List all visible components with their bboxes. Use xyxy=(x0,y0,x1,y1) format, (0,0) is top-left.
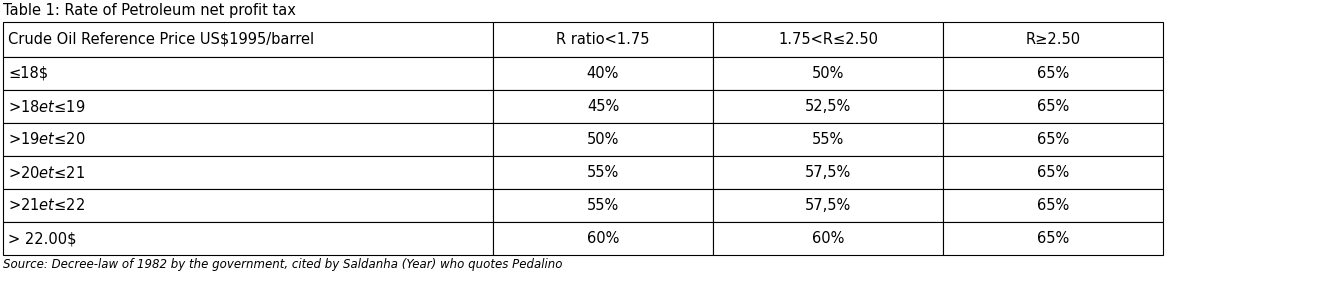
Bar xyxy=(493,123,713,156)
Text: Crude Oil Reference Price US$1995/barrel: Crude Oil Reference Price US$1995/barrel xyxy=(8,32,314,47)
Bar xyxy=(713,22,942,57)
Bar xyxy=(493,189,713,222)
Text: R ratio<1.75: R ratio<1.75 xyxy=(556,32,650,47)
Bar xyxy=(493,90,713,123)
Bar xyxy=(3,222,493,255)
Text: 60%: 60% xyxy=(587,231,619,246)
Bar xyxy=(493,22,713,57)
Text: 1.75<R≤2.50: 1.75<R≤2.50 xyxy=(778,32,878,47)
Text: > 22.00$: > 22.00$ xyxy=(8,231,76,246)
Text: 57,5%: 57,5% xyxy=(805,165,851,180)
Text: 52,5%: 52,5% xyxy=(805,99,851,114)
Bar xyxy=(713,57,942,90)
Text: R≥2.50: R≥2.50 xyxy=(1025,32,1081,47)
Text: 65%: 65% xyxy=(1037,66,1069,81)
Bar xyxy=(713,123,942,156)
Text: 57,5%: 57,5% xyxy=(805,198,851,213)
Text: 65%: 65% xyxy=(1037,165,1069,180)
Text: >18$ et ≤ 19$: >18$ et ≤ 19$ xyxy=(8,99,86,114)
Bar xyxy=(942,123,1162,156)
Bar xyxy=(713,189,942,222)
Bar xyxy=(942,90,1162,123)
Bar xyxy=(942,22,1162,57)
Text: 65%: 65% xyxy=(1037,132,1069,147)
Bar xyxy=(713,156,942,189)
Text: 45%: 45% xyxy=(587,99,619,114)
Text: >20$ et ≤ 21$: >20$ et ≤ 21$ xyxy=(8,164,86,181)
Bar xyxy=(493,57,713,90)
Bar xyxy=(942,57,1162,90)
Bar xyxy=(713,222,942,255)
Text: ≤18$: ≤18$ xyxy=(8,66,49,81)
Text: Source: Decree-law of 1982 by the government, cited by Saldanha (Year) who quote: Source: Decree-law of 1982 by the govern… xyxy=(3,258,563,271)
Text: 50%: 50% xyxy=(587,132,619,147)
Bar xyxy=(713,90,942,123)
Bar xyxy=(3,123,493,156)
Text: Table 1: Rate of Petroleum net profit tax: Table 1: Rate of Petroleum net profit ta… xyxy=(3,3,295,18)
Bar xyxy=(942,156,1162,189)
Text: 50%: 50% xyxy=(812,66,845,81)
Bar xyxy=(3,156,493,189)
Bar xyxy=(942,189,1162,222)
Text: 65%: 65% xyxy=(1037,198,1069,213)
Bar xyxy=(3,22,493,57)
Text: 65%: 65% xyxy=(1037,99,1069,114)
Bar xyxy=(493,156,713,189)
Text: >21$ et ≤ 22$: >21$ et ≤ 22$ xyxy=(8,197,86,214)
Text: 60%: 60% xyxy=(812,231,845,246)
Text: 40%: 40% xyxy=(587,66,619,81)
Bar xyxy=(3,189,493,222)
Text: >19$ et ≤ 20$: >19$ et ≤ 20$ xyxy=(8,131,86,147)
Text: 65%: 65% xyxy=(1037,231,1069,246)
Text: 55%: 55% xyxy=(587,198,619,213)
Bar xyxy=(3,57,493,90)
Bar xyxy=(3,90,493,123)
Bar xyxy=(942,222,1162,255)
Bar xyxy=(493,222,713,255)
Text: 55%: 55% xyxy=(812,132,844,147)
Text: 55%: 55% xyxy=(587,165,619,180)
